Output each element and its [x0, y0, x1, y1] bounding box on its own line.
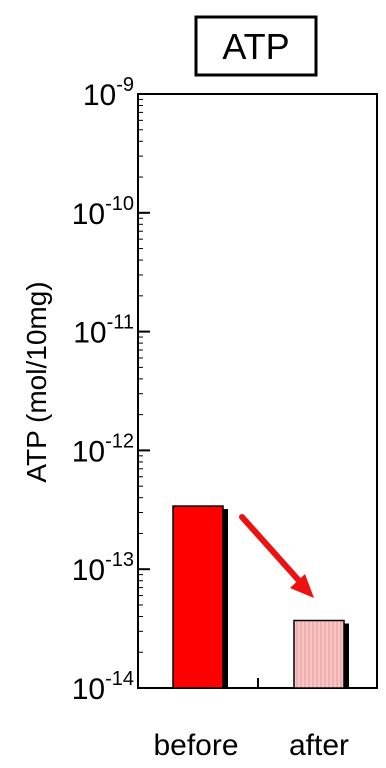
decrease-arrow-shaft: [239, 514, 305, 587]
major-ticks-group: [138, 211, 259, 688]
chart-title-group: ATP: [194, 15, 318, 77]
x-tick-label-before: before: [153, 729, 238, 762]
y-tick-label: 10-13: [72, 549, 134, 587]
y-tick-label: 10-9: [83, 74, 134, 112]
y-axis-label: ATP (mol/10mg): [21, 281, 52, 482]
annotation-group: [239, 514, 314, 598]
y-tick-labels-group: 10-9 10-10 10-11 10-12 10-13 10-14: [72, 74, 134, 706]
chart-title: ATP: [222, 26, 289, 67]
decrease-arrow-head: [290, 574, 314, 598]
minor-ticks-group: [138, 98, 143, 653]
bar-after: [293, 619, 345, 689]
y-tick-label: 10-12: [72, 430, 134, 468]
x-tick-labels-group: before after: [153, 729, 349, 762]
chart-title-box: [194, 15, 318, 77]
y-tick-label: 10-11: [73, 312, 134, 350]
y-tick-label: 10-10: [72, 193, 134, 231]
y-tick-label: 10-14: [72, 668, 134, 706]
bar-before: [172, 505, 224, 689]
bars-group: [172, 505, 349, 689]
x-tick-label-after: after: [289, 729, 349, 762]
